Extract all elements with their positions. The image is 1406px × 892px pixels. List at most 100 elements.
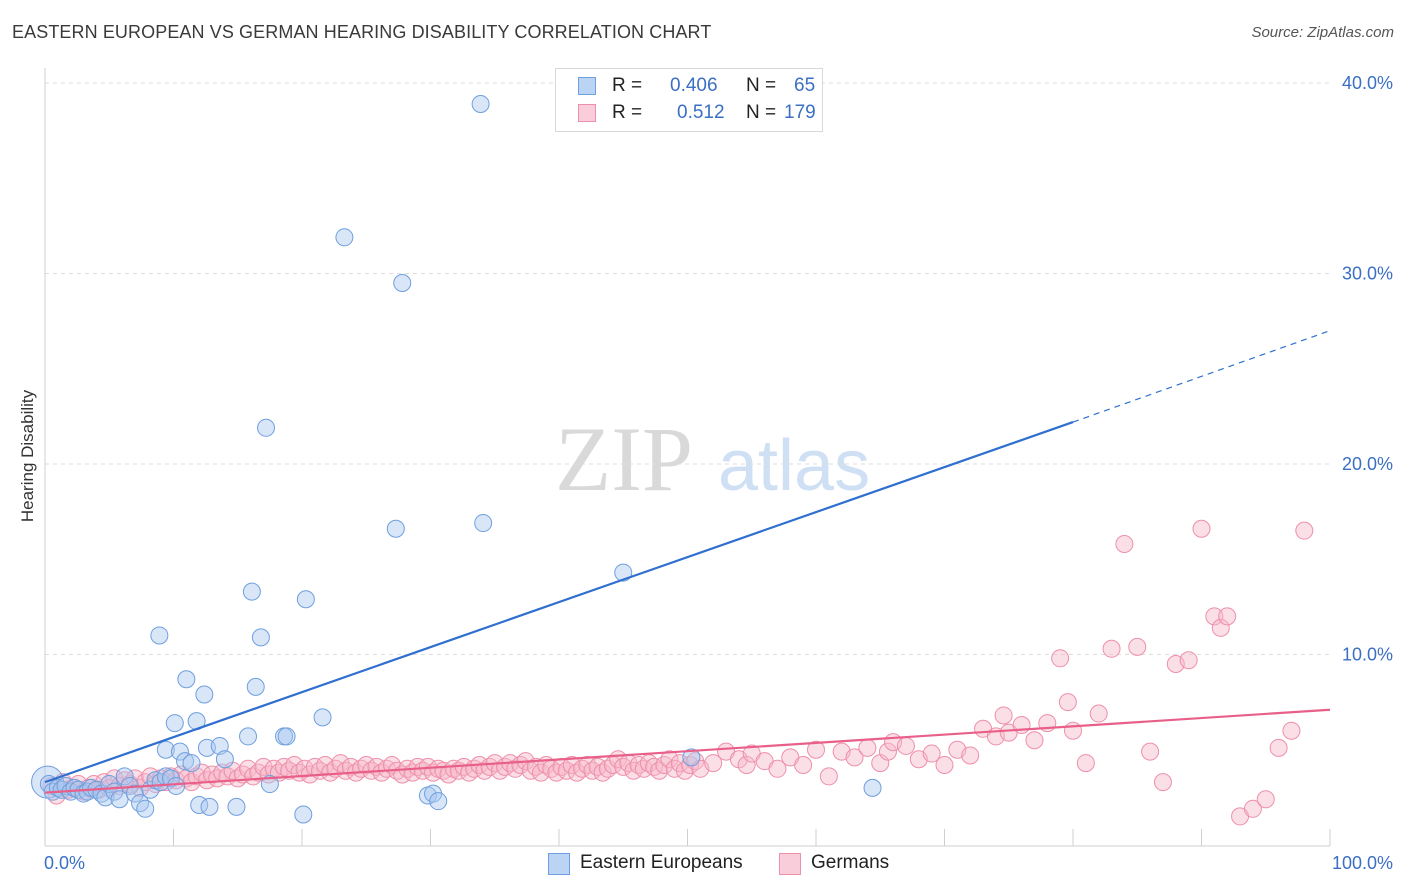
watermark-zip: ZIP [555,408,693,510]
german-point [768,759,787,778]
german-point [878,742,897,761]
eastern-point [150,626,169,645]
eastern-points [31,94,882,824]
german-point [1051,649,1070,668]
eastern-trend-extension [1072,330,1331,423]
eastern-point [251,628,270,647]
german-point [1064,721,1082,740]
stats-legend: R = 0.406 N = 65 R = 0.512 N = 179 [555,68,823,132]
german-point [1128,637,1147,656]
eastern-point [165,714,184,733]
german-point [845,748,864,767]
german-point [655,755,674,774]
german-point [1058,693,1077,712]
legend-n-value-eastern: 65 [794,75,816,96]
german-point [1025,731,1044,750]
y-tick-label: 40.0% [1342,73,1393,93]
legend-r-label: R = [612,102,643,123]
y-tick-label: 10.0% [1342,645,1393,665]
series-legend: Eastern Europeans Germans [0,852,1406,878]
german-point [1205,607,1224,626]
eastern-point [215,750,234,769]
german-point [807,740,825,759]
eastern-point [131,794,150,813]
german-point [1141,742,1160,761]
german-point [1243,799,1262,818]
eastern-point [260,775,279,794]
eastern-point [115,767,134,786]
eastern-point [335,228,354,247]
x-tick-label-max: 100.0% [1332,853,1393,873]
eastern-point [177,670,196,689]
legend-swatch-eastern [578,77,596,95]
german-point [1076,754,1095,773]
german-trend-line [44,708,1331,794]
german-point [1218,607,1237,626]
y-tick-label: 20.0% [1342,454,1393,474]
eastern-point [227,797,246,816]
legend-label-german: Germans [811,852,890,873]
eastern-point [614,563,633,582]
german-point [1256,790,1275,809]
eastern-point [182,754,201,773]
eastern-point [176,752,195,771]
legend-n-label: N = [746,102,777,123]
x-tick-label-min: 0.0% [44,853,85,873]
eastern-point [386,519,405,538]
eastern-point [200,797,219,816]
german-point [1295,521,1314,540]
eastern-point [471,94,490,113]
german-point [922,744,941,763]
german-points [42,519,1314,826]
eastern-point [195,685,214,704]
legend-n-value-german: 179 [784,102,816,123]
tick-labels: 10.0% 20.0% 30.0% 40.0% 0.0% 100.0% [44,73,1393,873]
eastern-point [277,727,296,746]
eastern-point [474,514,493,533]
eastern-point [136,799,155,818]
legend-r-label: R = [612,75,643,96]
legend-r-value-german: 0.512 [677,102,725,123]
legend-swatch-eastern [548,853,570,875]
eastern-point [257,418,276,437]
german-point [1269,738,1288,757]
eastern-point [296,590,315,609]
german-point [794,755,813,774]
german-point [994,706,1013,725]
eastern-point [125,784,144,803]
eastern-point [170,742,189,761]
legend-label-eastern: Eastern Europeans [580,852,743,873]
legend-r-value-eastern: 0.406 [670,75,718,96]
eastern-point [393,274,412,293]
eastern-trend-line [44,421,1074,784]
eastern-point [313,708,332,727]
german-point [819,767,838,786]
eastern-point [167,776,186,795]
german-point [858,738,877,757]
grid-lines [45,82,1330,655]
watermark-atlas: atlas [718,426,870,506]
chart-title: EASTERN EUROPEAN VS GERMAN HEARING DISAB… [12,22,712,42]
german-point [650,761,669,780]
legend-n-label: N = [746,75,777,96]
y-tick-label: 30.0% [1342,264,1393,284]
german-point [1089,704,1108,723]
eastern-point [246,677,265,696]
legend-swatch-german [779,853,801,875]
german-point [961,746,980,765]
eastern-point [242,582,261,601]
eastern-point [429,792,448,811]
legend-swatch-german [578,104,596,122]
german-point [1115,535,1134,554]
axes [44,68,1331,847]
eastern-point [239,727,258,746]
german-point [660,750,679,769]
german-point [1192,519,1211,538]
eastern-point [682,748,701,767]
eastern-point [863,778,882,797]
german-point [896,736,915,755]
german-point [1102,639,1121,658]
german-point [1211,618,1230,637]
eastern-point [156,740,175,759]
